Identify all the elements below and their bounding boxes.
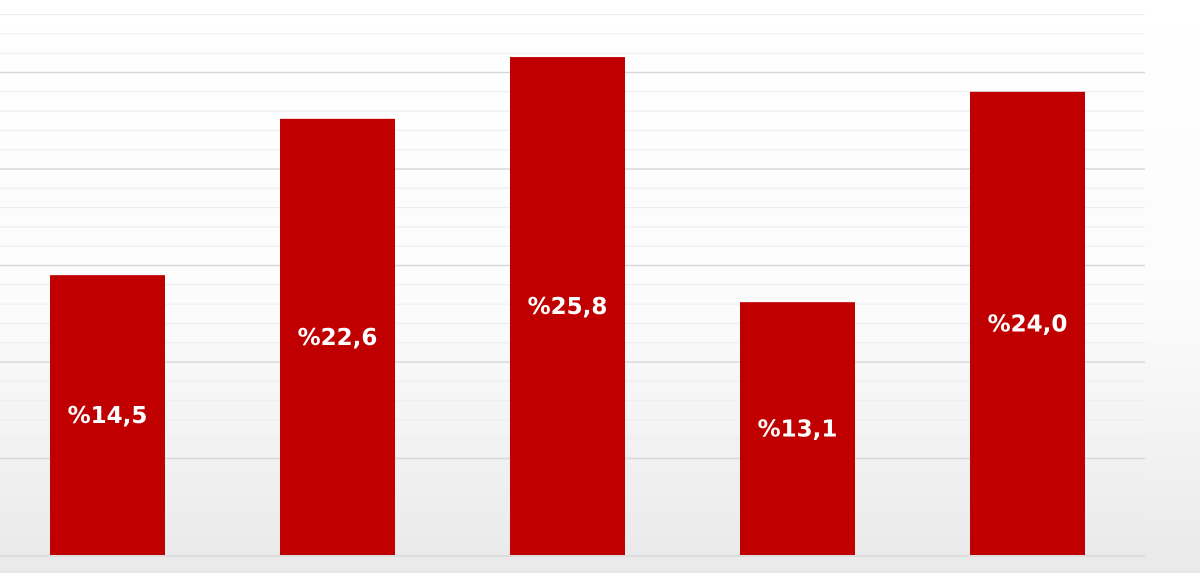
data-label: %22,6	[298, 325, 378, 351]
bar	[970, 91, 1085, 556]
data-label: %25,8	[528, 294, 608, 320]
data-labels: %14,5 %22,6 %25,8 %13,1 %24,0	[68, 294, 1068, 443]
bar	[280, 118, 395, 555]
data-label: %14,5	[68, 403, 148, 429]
bar	[740, 302, 855, 555]
bar	[510, 57, 625, 556]
data-label: %24,0	[988, 311, 1068, 337]
bars	[50, 57, 1085, 556]
bar	[50, 275, 165, 555]
data-label: %13,1	[758, 417, 838, 443]
